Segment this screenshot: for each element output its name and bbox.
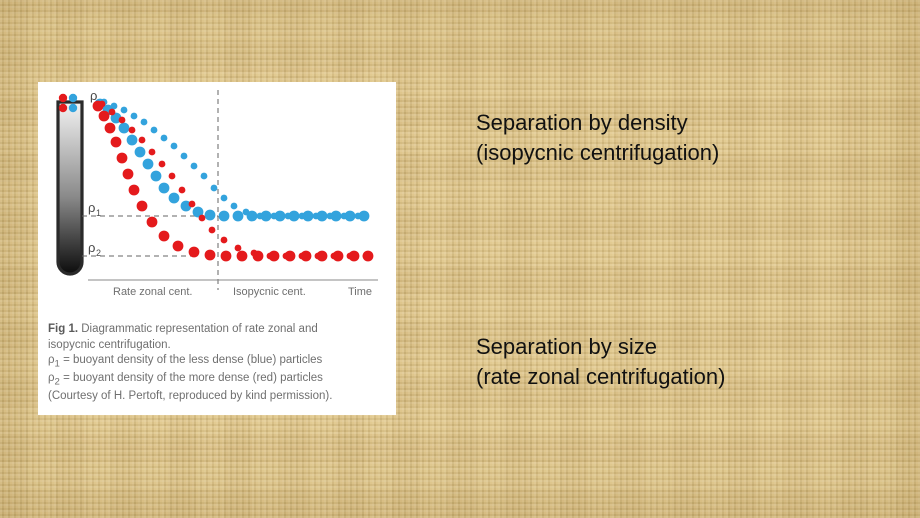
series-red_small-dot xyxy=(199,215,206,222)
series-red_large-dot xyxy=(173,241,184,252)
series-red_small-dot xyxy=(139,137,146,144)
figure-card: ρρ1ρ2Rate zonal cent.Isopycnic cent.Time… xyxy=(38,82,396,415)
series-blue_large-dot xyxy=(143,159,154,170)
series-red_small-dot xyxy=(283,253,290,260)
series-red_large-dot xyxy=(123,169,134,180)
series-red_large-dot xyxy=(147,217,158,228)
size-line2: (rate zonal centrifugation) xyxy=(476,364,725,389)
series-red_small-dot xyxy=(149,149,156,156)
x-label-time: Time xyxy=(348,286,372,298)
series-blue_large-dot xyxy=(205,210,216,221)
series-red_large-dot xyxy=(99,111,110,122)
series-blue_small-dot xyxy=(181,153,188,160)
series-blue_small-dot xyxy=(131,113,138,120)
x-label-left: Rate zonal cent. xyxy=(113,286,193,298)
rho1-sub: 1 xyxy=(96,208,101,218)
series-red_small-dot xyxy=(363,253,370,260)
tube-icon xyxy=(58,102,82,274)
series-blue_small-dot xyxy=(355,213,362,220)
sample-dot xyxy=(69,94,77,102)
series-blue_small-dot xyxy=(121,107,128,114)
series-red_small-dot xyxy=(235,245,242,252)
series-blue_small-dot xyxy=(191,163,198,170)
text-density: Separation by density (isopycnic centrif… xyxy=(476,108,719,167)
series-red_small-dot xyxy=(347,253,354,260)
series-red_small-dot xyxy=(129,127,136,134)
caption-l4b: = buoyant density of the more dense (red… xyxy=(60,372,323,384)
series-blue_small-dot xyxy=(221,195,228,202)
series-red_large-dot xyxy=(129,185,140,196)
density-line2: (isopycnic centrifugation) xyxy=(476,140,719,165)
caption-l3b: = buoyant density of the less dense (blu… xyxy=(60,354,322,366)
rho1-label: ρ xyxy=(88,200,95,215)
chart: ρρ1ρ2Rate zonal cent.Isopycnic cent.Time xyxy=(48,90,386,316)
series-blue_small-dot xyxy=(299,213,306,220)
series-blue_small-dot xyxy=(285,213,292,220)
series-blue_large-dot xyxy=(151,171,162,182)
series-red_small-dot xyxy=(267,253,274,260)
series-red_large-dot xyxy=(221,251,232,262)
series-red_large-dot xyxy=(189,247,200,258)
series-blue_large-dot xyxy=(119,123,130,134)
series-red_small-dot xyxy=(99,101,106,108)
series-red_large-dot xyxy=(111,137,122,148)
series-blue_small-dot xyxy=(111,103,118,110)
series-blue_small-dot xyxy=(313,213,320,220)
series-blue_large-dot xyxy=(159,183,170,194)
series-blue_small-dot xyxy=(211,185,218,192)
series-red_small-dot xyxy=(119,117,126,124)
series-red_small-dot xyxy=(169,173,176,180)
sample-dot xyxy=(59,94,67,102)
series-red_large-dot xyxy=(117,153,128,164)
rho2-label: ρ xyxy=(88,240,95,255)
series-blue_small-dot xyxy=(257,213,264,220)
series-red_small-dot xyxy=(331,253,338,260)
series-blue_small-dot xyxy=(171,143,178,150)
sample-dot xyxy=(59,104,67,112)
series-blue_large-dot xyxy=(233,211,244,222)
series-red_large-dot xyxy=(205,250,216,261)
series-red_small-dot xyxy=(189,201,196,208)
caption-l2: isopycnic centrifugation. xyxy=(48,339,171,351)
chart-svg: ρρ1ρ2Rate zonal cent.Isopycnic cent.Time xyxy=(48,90,386,316)
rho2-sub: 2 xyxy=(96,248,101,258)
sample-dot xyxy=(69,104,77,112)
series-blue_small-dot xyxy=(201,173,208,180)
series-blue_small-dot xyxy=(151,127,158,134)
series-blue_small-dot xyxy=(161,135,168,142)
series-blue_small-dot xyxy=(141,119,148,126)
series-blue_large-dot xyxy=(127,135,138,146)
series-blue_small-dot xyxy=(271,213,278,220)
size-line1: Separation by size xyxy=(476,334,657,359)
series-red_small-dot xyxy=(179,187,186,194)
caption-l1: Diagrammatic representation of rate zona… xyxy=(81,323,318,335)
series-red_small-dot xyxy=(221,237,228,244)
series-red_small-dot xyxy=(109,109,116,116)
series-red_small-dot xyxy=(159,161,166,168)
text-size: Separation by size (rate zonal centrifug… xyxy=(476,332,725,391)
series-red_large-dot xyxy=(137,201,148,212)
series-red_small-dot xyxy=(251,250,258,257)
x-label-right: Isopycnic cent. xyxy=(233,286,306,298)
slide-background: Separation by density (isopycnic centrif… xyxy=(0,0,920,518)
series-red_small-dot xyxy=(315,253,322,260)
series-red_large-dot xyxy=(237,251,248,262)
caption-lead: Fig 1. xyxy=(48,323,78,335)
figure-caption: Fig 1. Diagrammatic representation of ra… xyxy=(48,322,386,405)
density-line1: Separation by density xyxy=(476,110,688,135)
series-blue_large-dot xyxy=(135,147,146,158)
series-blue_small-dot xyxy=(341,213,348,220)
caption-l5: (Courtesy of H. Pertoft, reproduced by k… xyxy=(48,390,332,402)
series-blue_small-dot xyxy=(231,203,238,210)
series-blue_large-dot xyxy=(219,211,230,222)
series-red_large-dot xyxy=(105,123,116,134)
series-blue_small-dot xyxy=(243,209,250,216)
series-red_small-dot xyxy=(299,253,306,260)
series-blue_large-dot xyxy=(169,193,180,204)
series-blue_small-dot xyxy=(327,213,334,220)
rho-top-label: ρ xyxy=(90,90,97,103)
series-red_large-dot xyxy=(159,231,170,242)
series-red_small-dot xyxy=(209,227,216,234)
